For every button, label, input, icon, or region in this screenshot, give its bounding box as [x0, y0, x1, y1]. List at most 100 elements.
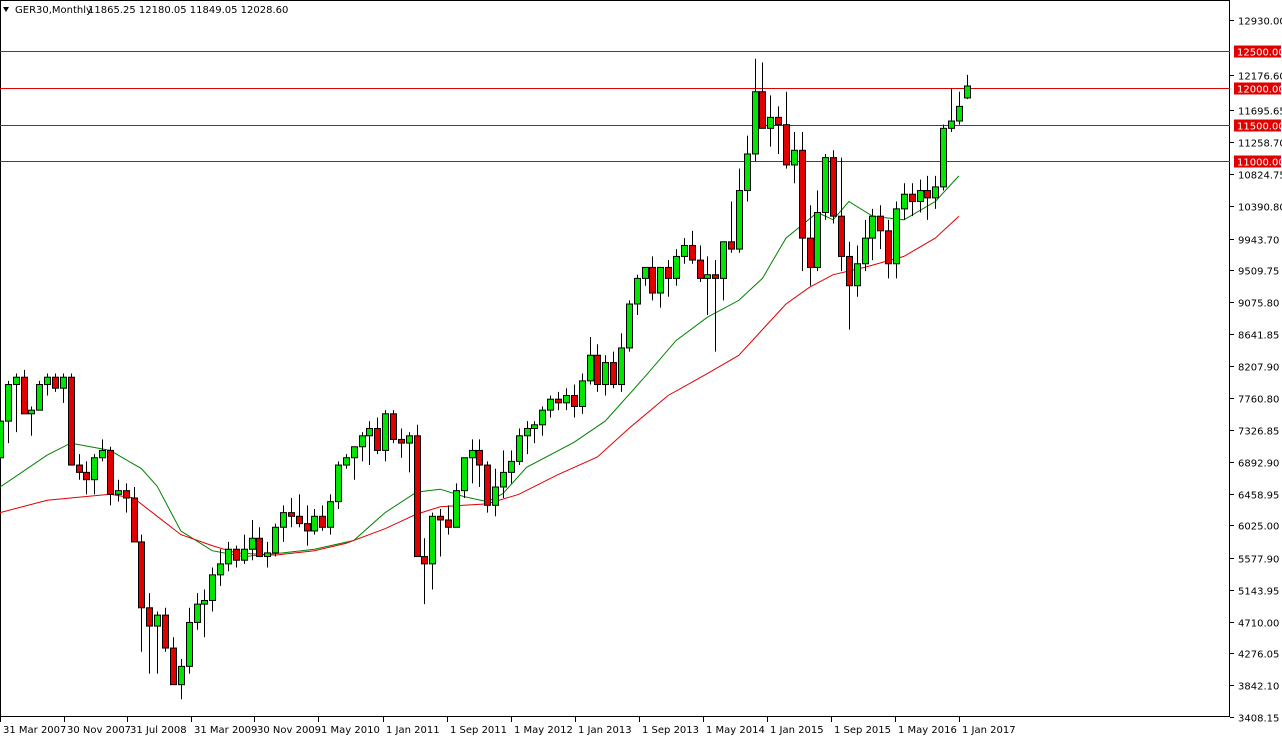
- candle-bullish[interactable]: [36, 380, 43, 411]
- candle-bullish[interactable]: [194, 593, 201, 630]
- candle-bearish[interactable]: [909, 183, 916, 217]
- candle-bullish[interactable]: [901, 183, 908, 220]
- candle-bullish[interactable]: [869, 208, 876, 261]
- candle-bullish[interactable]: [642, 266, 649, 286]
- candle-bearish[interactable]: [68, 373, 75, 466]
- candle-bullish[interactable]: [508, 450, 515, 484]
- candle-bullish[interactable]: [547, 395, 554, 418]
- candle-bearish[interactable]: [398, 428, 405, 458]
- candle-bearish[interactable]: [838, 157, 845, 272]
- candle-bullish[interactable]: [673, 249, 680, 286]
- candle-bullish[interactable]: [893, 201, 900, 279]
- candle-bearish[interactable]: [52, 373, 59, 392]
- candle-bearish[interactable]: [665, 260, 672, 297]
- candle-bearish[interactable]: [885, 219, 892, 279]
- candle-bullish[interactable]: [587, 336, 594, 385]
- candle-bearish[interactable]: [759, 62, 766, 129]
- candle-bearish[interactable]: [319, 505, 326, 531]
- candle-bearish[interactable]: [594, 344, 601, 392]
- candle-bullish[interactable]: [241, 534, 248, 564]
- candle-bullish[interactable]: [366, 421, 373, 466]
- candle-bullish[interactable]: [917, 179, 924, 213]
- candle-bearish[interactable]: [146, 593, 153, 674]
- candle-bullish[interactable]: [461, 457, 468, 498]
- candle-bullish[interactable]: [940, 124, 947, 191]
- candle-bullish[interactable]: [634, 274, 641, 315]
- candle-bullish[interactable]: [814, 190, 821, 272]
- candle-bullish[interactable]: [28, 406, 35, 436]
- candle-bearish[interactable]: [712, 260, 719, 352]
- candle-bearish[interactable]: [304, 505, 311, 546]
- candle-bullish[interactable]: [351, 446, 358, 480]
- candle-bullish[interactable]: [531, 421, 538, 444]
- candle-bullish[interactable]: [736, 168, 743, 253]
- candle-bullish[interactable]: [752, 58, 759, 162]
- triangle-down-icon[interactable]: [3, 7, 9, 12]
- candle-bearish[interactable]: [76, 454, 83, 480]
- candle-bullish[interactable]: [704, 256, 711, 315]
- candle-bearish[interactable]: [555, 391, 562, 411]
- candle-bullish[interactable]: [264, 541, 271, 568]
- candle-bullish[interactable]: [327, 494, 334, 535]
- candle-bullish[interactable]: [862, 219, 869, 272]
- candle-bullish[interactable]: [744, 135, 751, 202]
- candle-bullish[interactable]: [964, 74, 971, 100]
- candle-bullish[interactable]: [44, 373, 51, 396]
- candle-bullish[interactable]: [335, 461, 342, 509]
- candle-bullish[interactable]: [539, 406, 546, 436]
- candle-bearish[interactable]: [689, 230, 696, 264]
- candle-bearish[interactable]: [123, 483, 130, 513]
- candle-bearish[interactable]: [846, 241, 853, 330]
- candle-bullish[interactable]: [311, 508, 318, 535]
- candle-bearish[interactable]: [170, 637, 177, 686]
- candle-bullish[interactable]: [822, 153, 829, 220]
- candle-bearish[interactable]: [83, 461, 90, 495]
- candle-bullish[interactable]: [948, 88, 955, 132]
- candle-bullish[interactable]: [5, 380, 12, 444]
- candle-bullish[interactable]: [956, 91, 963, 125]
- candle-bearish[interactable]: [484, 461, 491, 513]
- candle-bullish[interactable]: [115, 479, 122, 502]
- candle-bearish[interactable]: [476, 439, 483, 488]
- candle-bearish[interactable]: [783, 91, 790, 169]
- candle-bearish[interactable]: [107, 446, 114, 506]
- candle-bearish[interactable]: [649, 256, 656, 301]
- candle-bullish[interactable]: [99, 439, 106, 462]
- candle-bullish[interactable]: [932, 175, 939, 209]
- candle-bullish[interactable]: [429, 512, 436, 590]
- candle-bullish[interactable]: [359, 432, 366, 462]
- candle-bullish[interactable]: [626, 300, 633, 352]
- candle-bullish[interactable]: [225, 541, 232, 572]
- candle-bullish[interactable]: [186, 607, 193, 674]
- candle-bullish[interactable]: [178, 659, 185, 700]
- candle-bearish[interactable]: [233, 545, 240, 568]
- candle-bullish[interactable]: [209, 567, 216, 612]
- candle-bearish[interactable]: [830, 150, 837, 224]
- candle-bullish[interactable]: [500, 450, 507, 498]
- candle-bullish[interactable]: [453, 483, 460, 528]
- candle-bullish[interactable]: [154, 611, 161, 674]
- candle-bullish[interactable]: [217, 549, 224, 586]
- candle-bullish[interactable]: [767, 95, 774, 147]
- candle-bullish[interactable]: [854, 245, 861, 297]
- candle-bearish[interactable]: [131, 487, 138, 543]
- candle-bullish[interactable]: [492, 468, 499, 517]
- candle-bearish[interactable]: [138, 534, 145, 652]
- candle-bearish[interactable]: [21, 369, 28, 415]
- candle-bullish[interactable]: [272, 523, 279, 557]
- candle-bullish[interactable]: [382, 410, 389, 462]
- candle-bearish[interactable]: [296, 494, 303, 528]
- candle-bearish[interactable]: [374, 417, 381, 455]
- candle-bullish[interactable]: [201, 589, 208, 638]
- candle-bullish[interactable]: [618, 333, 625, 392]
- candle-bullish[interactable]: [657, 266, 664, 308]
- candle-bearish[interactable]: [390, 410, 397, 444]
- candle-bullish[interactable]: [91, 454, 98, 495]
- candle-bearish[interactable]: [728, 201, 735, 253]
- candle-bullish[interactable]: [13, 373, 20, 433]
- candle-bullish[interactable]: [60, 373, 67, 403]
- candle-bullish[interactable]: [720, 241, 727, 301]
- candle-bearish[interactable]: [414, 424, 421, 558]
- candle-bullish[interactable]: [406, 432, 413, 473]
